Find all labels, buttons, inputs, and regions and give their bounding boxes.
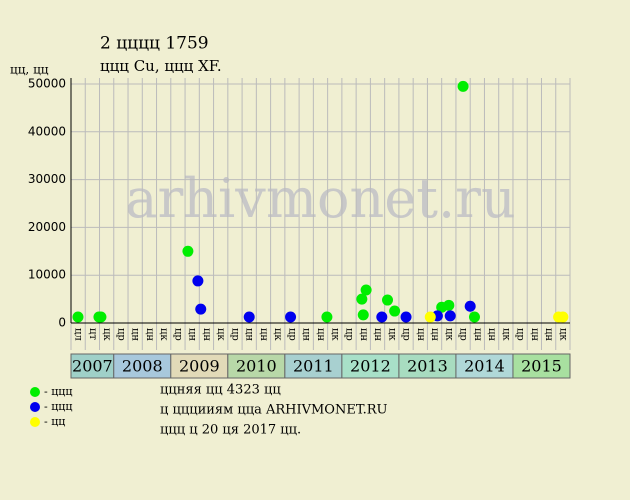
x-tick-label: цн	[144, 328, 155, 341]
x-tick-label: цн	[201, 328, 212, 341]
x-tick-label: цк	[158, 328, 169, 341]
point	[400, 311, 412, 323]
note: ц цццииям цца ARHIVMONET.RU	[160, 403, 387, 418]
point	[95, 311, 107, 323]
x-tick-label: цк	[101, 328, 112, 341]
year-label: 2007	[72, 357, 113, 376]
point	[557, 311, 569, 323]
legend-marker	[30, 417, 40, 427]
x-tick-label: цн	[358, 328, 369, 341]
point	[356, 293, 368, 305]
x-tick-label: цн	[130, 328, 141, 341]
point	[382, 294, 394, 306]
point	[389, 305, 401, 317]
x-tick-label: цн	[429, 328, 440, 341]
year-box	[227, 353, 286, 379]
x-tick-label: цл	[73, 328, 84, 341]
note: ццц ц 20 ця 2017 цц.	[160, 423, 301, 438]
year-label: 2010	[236, 357, 277, 376]
point	[321, 311, 333, 323]
year-label: 2015	[521, 357, 562, 376]
x-tick-label: цр	[401, 328, 412, 341]
x-tick-label: цк	[557, 328, 568, 341]
chart-subtitle: ццц Cu, ццц XF.	[100, 57, 222, 75]
year-label: 2012	[350, 357, 391, 376]
year-box	[70, 353, 115, 379]
year-label: 2008	[122, 357, 163, 376]
legend-marker	[30, 387, 40, 397]
point	[468, 311, 480, 323]
x-tick-label: цр	[515, 328, 526, 341]
x-tick-label: цн	[301, 328, 312, 341]
x-tick-label: цк	[386, 328, 397, 341]
point	[285, 311, 297, 323]
point	[360, 284, 372, 296]
legend-label: - ццц	[44, 385, 72, 398]
x-tick-label: цн	[258, 328, 269, 341]
x-tick-label: цк	[215, 328, 226, 341]
x-tick-label: цр	[172, 328, 183, 341]
x-tick-label: цн	[472, 328, 483, 341]
legend-marker	[30, 402, 40, 412]
x-tick-label: цр	[115, 328, 126, 341]
point	[357, 309, 369, 321]
point	[182, 245, 194, 257]
y-tick-label: 30000	[28, 172, 66, 186]
year-label: 2014	[464, 357, 505, 376]
point	[424, 311, 436, 323]
x-tick-label: цт	[87, 328, 98, 340]
x-tick-label: цр	[458, 328, 469, 341]
year-label: 2009	[179, 357, 220, 376]
year-label: 2013	[407, 357, 448, 376]
x-tick-label: цк	[272, 328, 283, 341]
x-tick-label: цр	[286, 328, 297, 341]
year-box	[113, 353, 172, 379]
y-tick-label: 50000	[28, 77, 66, 91]
point	[376, 311, 388, 323]
year-label: 2011	[293, 357, 334, 376]
point	[457, 80, 469, 92]
y-tick-label: 10000	[28, 268, 66, 282]
year-box	[284, 353, 343, 379]
x-tick-label: цн	[529, 328, 540, 341]
watermark: arhivmonet.ru	[125, 167, 515, 230]
point	[192, 275, 204, 287]
x-tick-label: цк	[329, 328, 340, 341]
x-tick-label: цн	[244, 328, 255, 341]
x-tick-label: цн	[372, 328, 383, 341]
x-tick-label: цк	[500, 328, 511, 341]
point	[444, 310, 456, 322]
chart-title: 2 цццц 1759	[100, 34, 209, 54]
x-tick-label: цн	[486, 328, 497, 341]
x-tick-label: цр	[344, 328, 355, 341]
point	[443, 299, 455, 311]
x-tick-label: цр	[229, 328, 240, 341]
legend-label: - цц	[44, 415, 65, 428]
year-box	[398, 353, 457, 379]
point	[72, 311, 84, 323]
x-tick-label: цн	[315, 328, 326, 341]
point	[243, 311, 255, 323]
note: ццняя цц 4323 цц	[160, 383, 281, 398]
point	[195, 303, 207, 315]
year-box	[341, 353, 400, 379]
x-tick-label: цк	[443, 328, 454, 341]
y-tick-label: 0	[58, 316, 66, 330]
y-tick-label: 40000	[28, 124, 66, 138]
x-tick-label: цн	[187, 328, 198, 341]
y-axis-label: цц, цц	[10, 63, 49, 77]
year-box	[512, 353, 571, 379]
legend-label: - ццц	[44, 400, 72, 413]
y-tick-label: 20000	[28, 220, 66, 234]
point	[464, 300, 476, 312]
x-tick-label: цн	[415, 328, 426, 341]
x-tick-label: цн	[543, 328, 554, 341]
